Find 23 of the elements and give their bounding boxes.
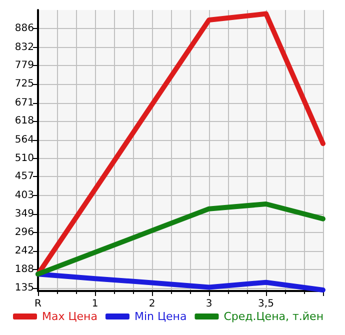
y-tick-label: 457 — [14, 171, 34, 182]
x-tick-label: 3 — [206, 298, 212, 310]
x-tick-label: 1 — [92, 298, 98, 310]
y-tick-label: 725 — [14, 78, 34, 90]
x-tick-label: 3,5 — [258, 298, 274, 310]
y-tick-label: 886 — [14, 23, 34, 34]
y-tick-label: 349 — [14, 208, 34, 220]
legend-label: Min Цена — [134, 310, 187, 323]
y-tick-label: 618 — [14, 116, 34, 127]
y-tick-label: 779 — [14, 60, 34, 72]
y-tick-label: 564 — [14, 134, 34, 146]
x-tick-label: 2 — [148, 298, 156, 310]
y-tick-label: 832 — [14, 42, 34, 53]
y-tick-label: 242 — [14, 245, 34, 256]
y-tick-label: 510 — [14, 152, 34, 164]
y-tick-label: 188 — [14, 264, 34, 276]
y-tick-label: 671 — [14, 97, 34, 108]
y-tick-label: 296 — [14, 226, 34, 238]
y-tick-label: 135 — [14, 282, 34, 294]
x-tick-label: R — [34, 298, 42, 310]
legend-label: Сред.Цена, т.йен — [224, 310, 324, 323]
y-tick-label: 403 — [14, 190, 34, 201]
legend-label: Max Цена — [42, 310, 98, 323]
